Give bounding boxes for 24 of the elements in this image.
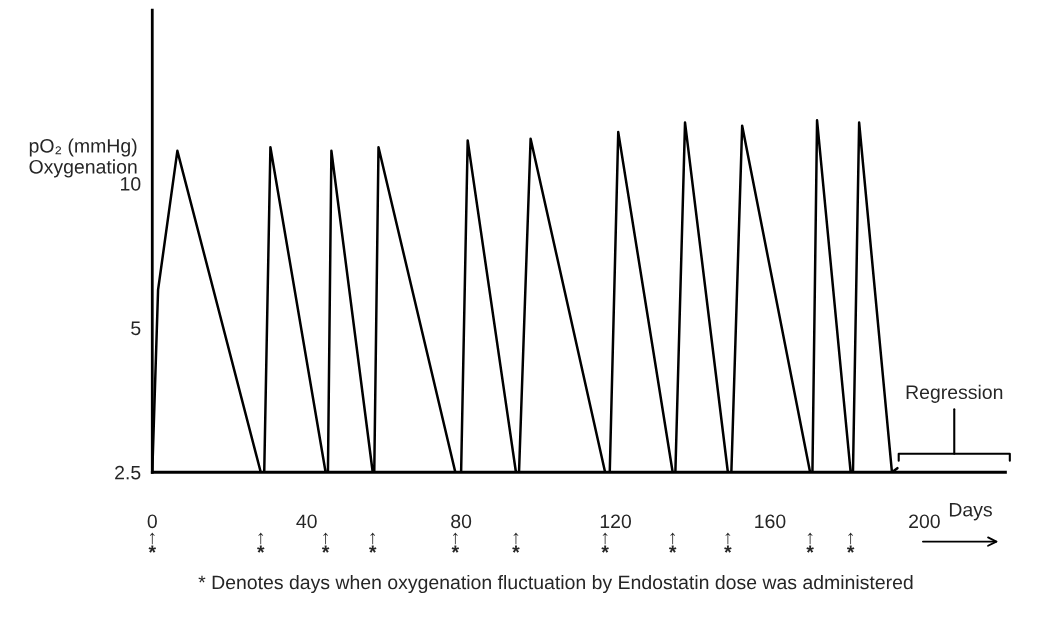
text: ↑ * bbox=[512, 532, 520, 553]
x-tick-label: 120 bbox=[600, 514, 631, 529]
y-tick-label: 5 bbox=[131, 321, 141, 336]
text: ↑ * bbox=[321, 532, 330, 553]
y-tick-label: 10 bbox=[121, 176, 141, 191]
text: ↑ * bbox=[668, 532, 677, 553]
text: * Denotes days when oxygenation fluctuation by Endostatin dose was administered bbox=[198, 574, 913, 594]
x-tick-label: 160 bbox=[755, 514, 786, 529]
text: ↑ * bbox=[846, 532, 855, 553]
annotation: Regression bbox=[906, 384, 1003, 403]
text: ↑ * bbox=[451, 532, 460, 553]
x-tick-label: 200 bbox=[909, 514, 940, 529]
text: ↑ * bbox=[148, 532, 157, 553]
x-tick-label: 80 bbox=[451, 514, 472, 529]
y-axis-title: pO₂ (mmHg) Oxygenation bbox=[29, 138, 137, 178]
x-axis-title: Days bbox=[949, 503, 992, 521]
text: ↑ * bbox=[724, 532, 732, 553]
y-tick-label: 2.5 bbox=[115, 465, 141, 480]
text: ↑ * bbox=[601, 532, 609, 553]
x-tick-label: 40 bbox=[296, 514, 317, 529]
x-tick-label: 0 bbox=[147, 514, 157, 529]
text: ↑ * bbox=[368, 532, 377, 553]
text: ↑ * bbox=[257, 532, 265, 553]
text: ↑ * bbox=[806, 532, 814, 553]
